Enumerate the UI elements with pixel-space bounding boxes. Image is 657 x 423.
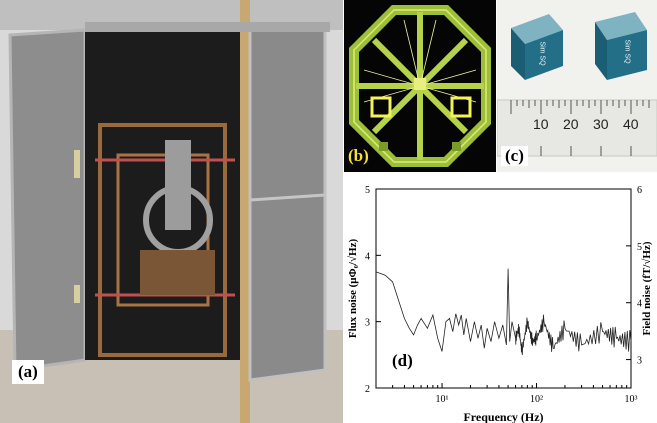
y-axis-label: Flux noise (μΦ₀/√Hz) xyxy=(347,239,359,339)
chip-label-1: Sim SQ xyxy=(538,41,546,66)
ruler-number-40: 40 xyxy=(623,116,639,132)
noise-spectrum-chart: 10¹ 10² 10³ 2 3 4 5 3 4 5 6 Frequency (Hz) Flux no… xyxy=(347,185,653,423)
chip-photo xyxy=(497,0,657,172)
panel-a-label: (a) xyxy=(12,360,44,384)
x-tick-label-0: 10¹ xyxy=(436,394,449,405)
plot-frame xyxy=(375,188,632,389)
y-tick-label-0: 2 xyxy=(365,384,370,395)
y2-tick-label-2: 5 xyxy=(637,242,642,253)
x-tick-label-1: 10² xyxy=(530,394,543,405)
panel-d-noise-spectrum: 10¹ 10² 10³ 2 3 4 5 3 4 5 6 Frequency (Hz) Flux no… xyxy=(344,173,657,423)
y2-axis-label: Field noise (fT/√Hz) xyxy=(641,241,653,335)
x-tick-label-2: 10³ xyxy=(625,394,638,405)
panel-d-label: (d) xyxy=(392,351,413,370)
ruler-number-30: 30 xyxy=(593,116,609,132)
ruler-number-10: 10 xyxy=(533,116,549,132)
y2-tick-label-1: 4 xyxy=(637,299,642,310)
x-axis-label: Frequency (Hz) xyxy=(463,410,543,423)
y-tick-label-2: 4 xyxy=(365,251,370,262)
panel-a-photo: (a) xyxy=(0,0,343,423)
panel-c-label: (c) xyxy=(501,146,528,166)
chip-label-2: Sim SQ xyxy=(623,39,631,64)
squid-layout-drawing xyxy=(344,0,496,172)
ruler-number-20: 20 xyxy=(563,116,579,132)
shielded-room-photo xyxy=(0,0,343,423)
panel-c-chip-photo: Sim SQ Sim SQ 10 20 30 40 (c) xyxy=(497,0,657,172)
y-tick-label-3: 5 xyxy=(365,185,370,196)
noise-series-line xyxy=(375,268,632,355)
y2-tick-label-3: 6 xyxy=(637,185,642,196)
panel-b-squid-layout: (b) xyxy=(344,0,496,172)
y-tick-label-1: 3 xyxy=(365,318,370,329)
y2-tick-label-0: 3 xyxy=(637,356,642,367)
panel-b-label: (b) xyxy=(348,146,369,165)
